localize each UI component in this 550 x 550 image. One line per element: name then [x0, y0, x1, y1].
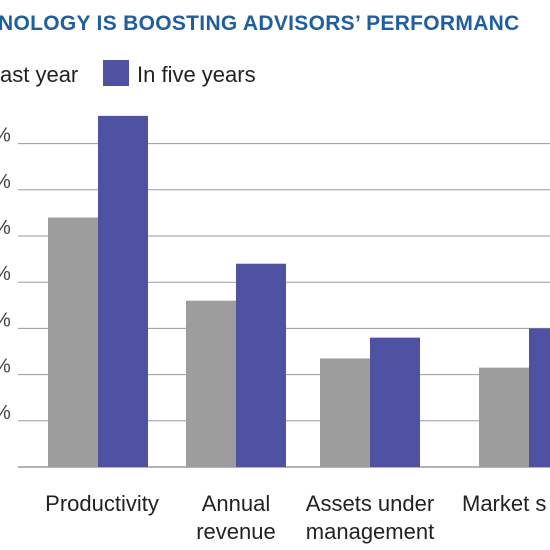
bar-last-year [320, 358, 370, 467]
legend-label-last-year: ast year [0, 62, 78, 87]
category-label: Market s [462, 491, 546, 516]
y-tick-label: % [0, 171, 11, 193]
bar-last-year [48, 217, 98, 467]
bar-five-years [236, 263, 286, 467]
y-tick-label: % [0, 263, 11, 285]
category-label: Assets under management [306, 491, 434, 544]
category-label: Annual revenue [196, 491, 276, 544]
legend-label-five-years: In five years [137, 62, 256, 87]
y-tick-label: % [0, 402, 11, 424]
category-labels: Productivity Annual revenue Assets under man… [45, 491, 546, 544]
y-tick-label: % [0, 356, 11, 378]
y-tick-label: % [0, 309, 11, 331]
legend-swatch-five-years [103, 60, 129, 86]
bar-last-year [186, 300, 236, 467]
bars [48, 115, 550, 467]
y-tick-label: % [0, 125, 11, 147]
bar-last-year [479, 367, 529, 467]
category-label: Productivity [45, 491, 159, 516]
bar-five-years [529, 328, 550, 467]
chart-title: NOLOGY IS BOOSTING ADVISORS’ PERFORMANC [0, 12, 520, 35]
y-tick-label: % [0, 217, 11, 239]
bar-five-years [370, 337, 420, 467]
legend: ast year In five years [0, 60, 256, 87]
y-axis-ticks: %%%%%%% [0, 125, 11, 424]
bar-five-years [98, 115, 148, 467]
